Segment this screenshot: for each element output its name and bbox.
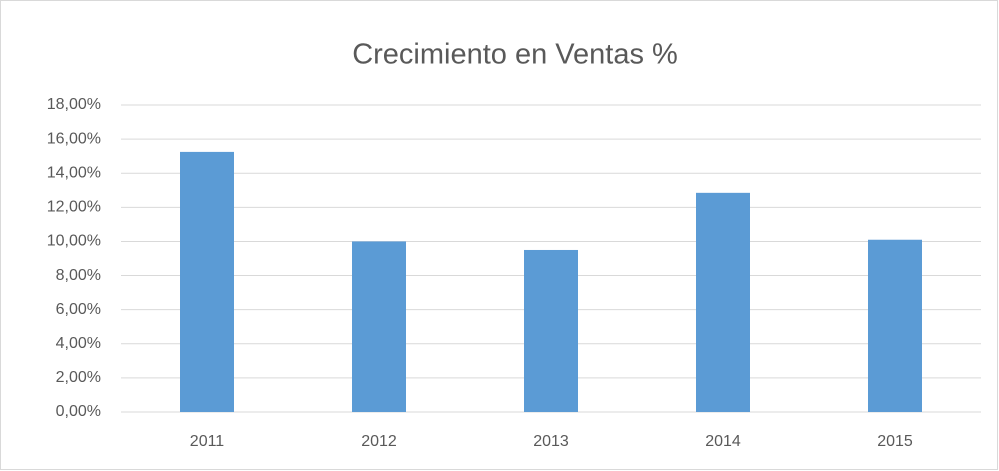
bar [696,192,750,412]
x-tick-label: 2014 [705,433,741,450]
x-tick-label: 2012 [361,433,397,450]
y-tick-label: 4,00% [56,335,101,352]
y-tick-label: 14,00% [47,164,101,181]
chart-title: Crecimiento en Ventas % [352,39,678,71]
x-tick-label: 2013 [533,433,569,450]
y-tick-label: 2,00% [56,369,101,386]
bar [868,239,922,412]
y-tick-label: 18,00% [47,96,101,113]
x-tick-label: 2011 [190,433,225,450]
bar [352,241,406,412]
y-tick-label: 16,00% [47,130,101,147]
y-tick-label: 10,00% [47,233,101,250]
bar [524,249,578,412]
x-tick-label: 2015 [877,433,913,450]
y-tick-label: 8,00% [56,267,101,284]
bar [180,151,234,412]
y-tick-label: 6,00% [56,301,101,318]
y-tick-label: 12,00% [47,199,101,216]
y-tick-label: 0,00% [56,403,101,420]
